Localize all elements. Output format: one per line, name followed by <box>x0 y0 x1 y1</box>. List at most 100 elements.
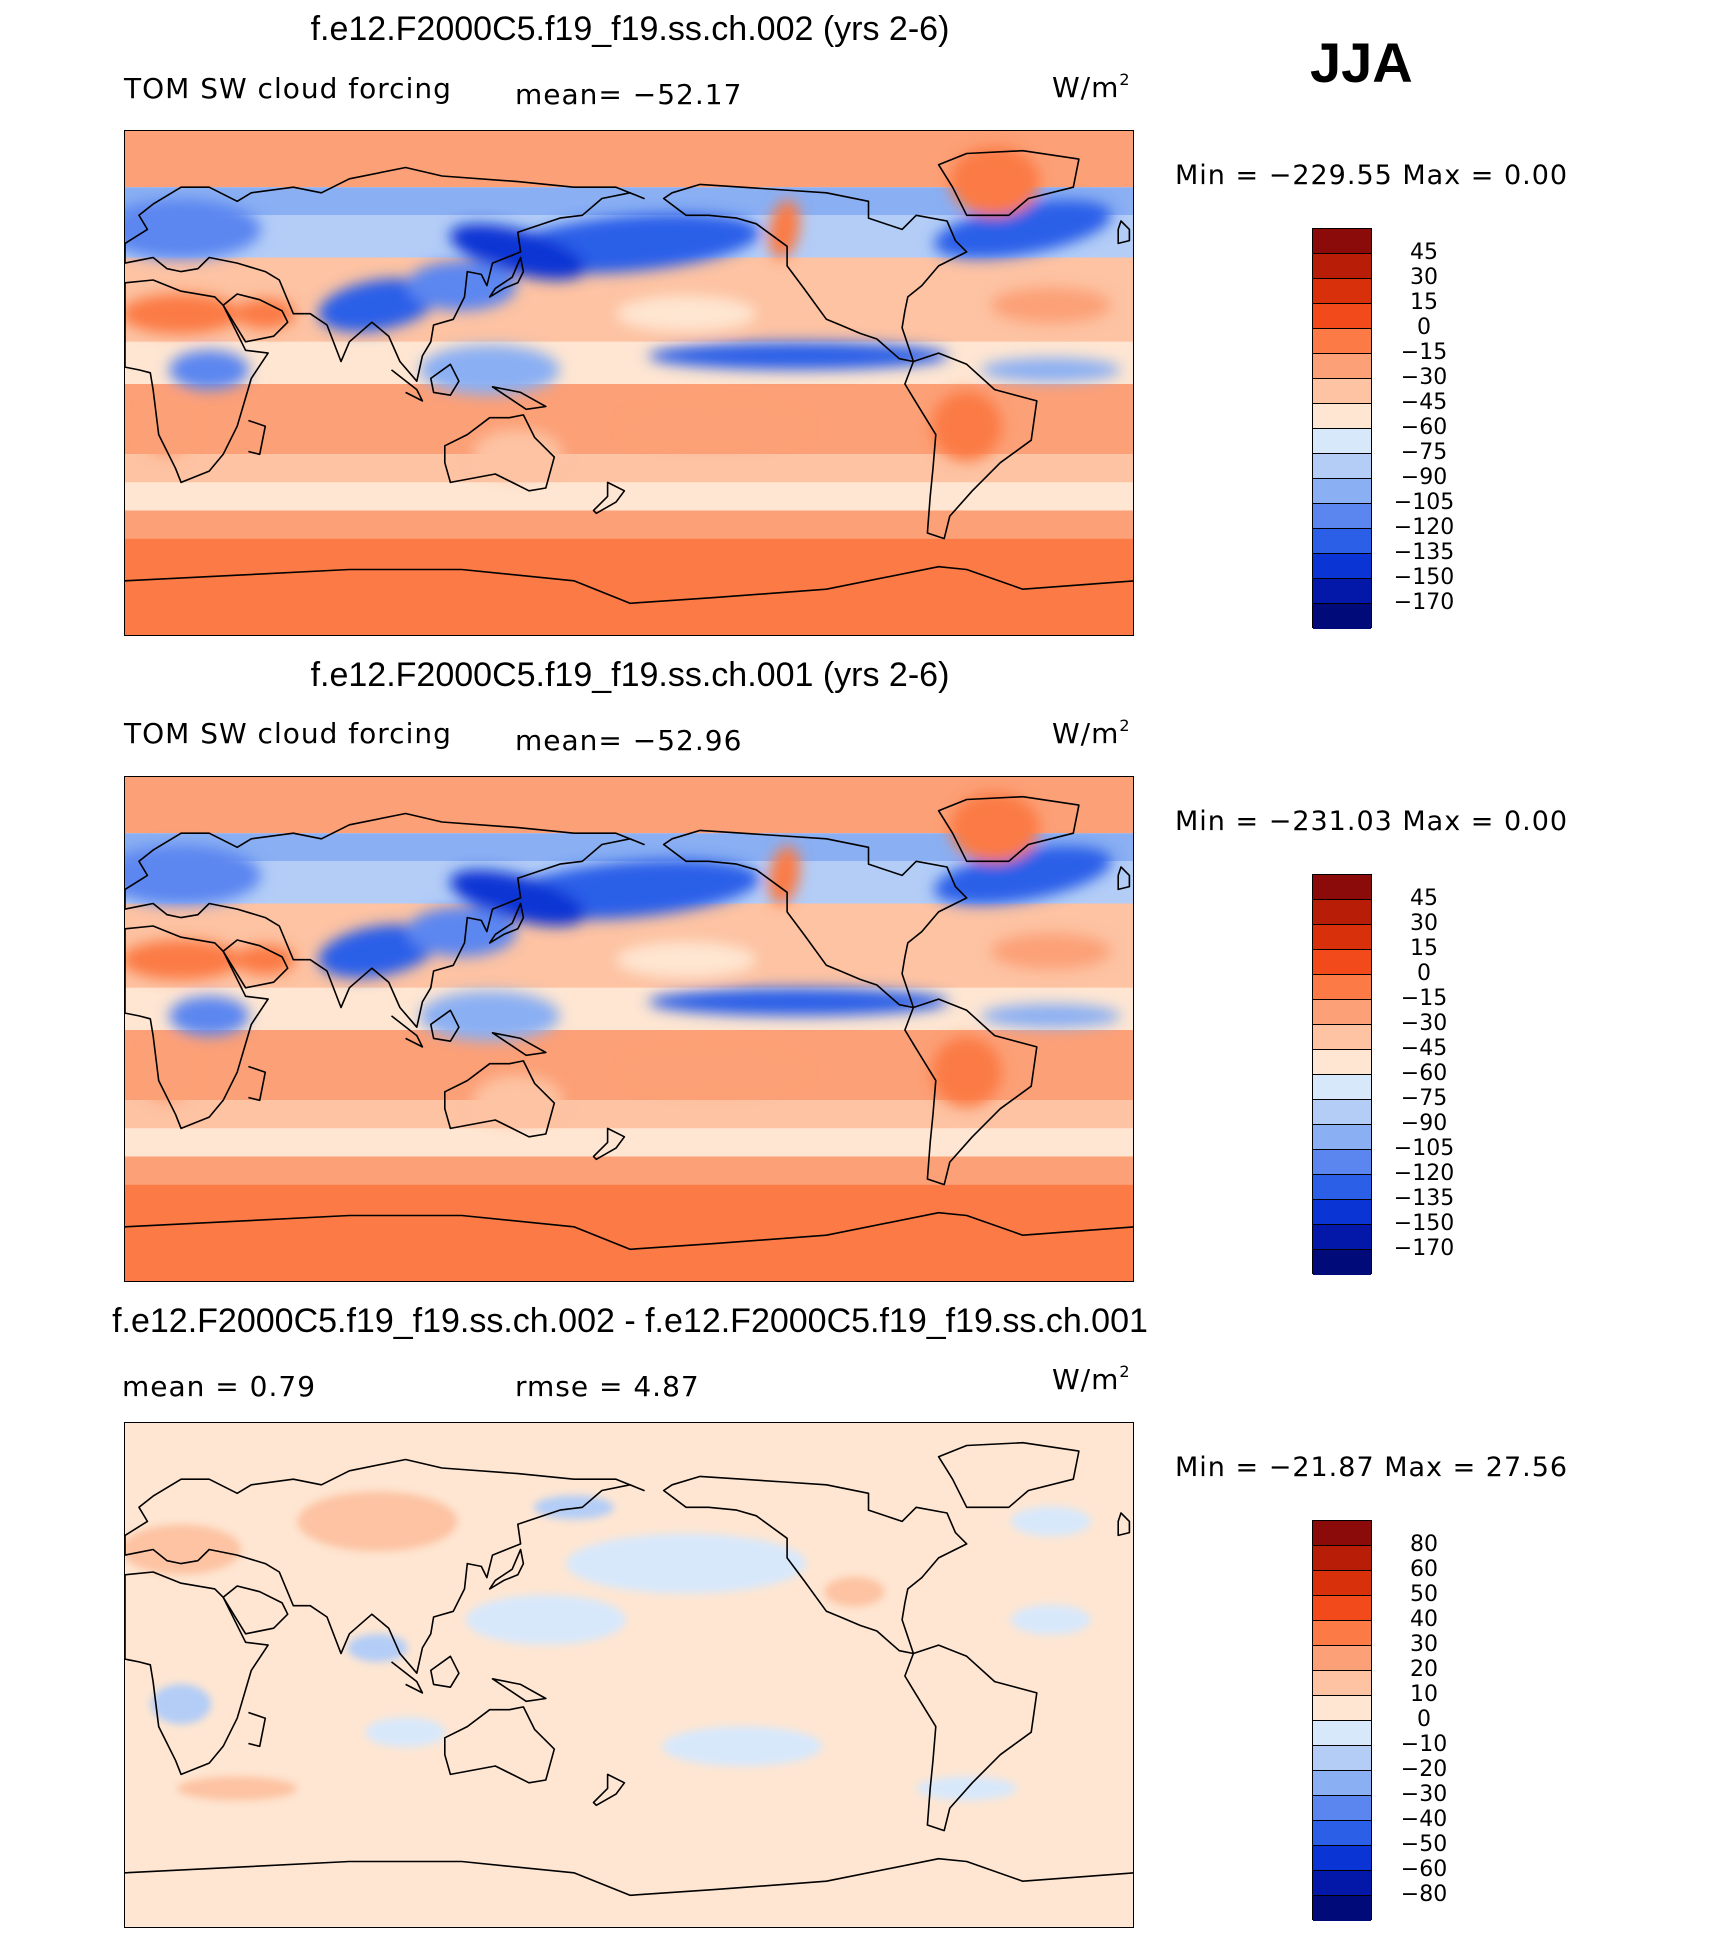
coastline <box>248 1065 267 1102</box>
field-contour <box>980 357 1121 382</box>
colorbar-segment <box>1313 354 1371 379</box>
colorbar-segment <box>1313 975 1371 1000</box>
field-contour <box>125 1524 242 1575</box>
panel-2-units: W/m2 <box>1052 716 1131 750</box>
colorbar-tick-label: 30 <box>1410 1632 1438 1657</box>
field-contour <box>406 906 517 957</box>
field-contour <box>365 1717 446 1748</box>
colorbar-tick-label: −50 <box>1400 1832 1448 1857</box>
coastline <box>391 1661 424 1694</box>
field-contour <box>980 1003 1121 1028</box>
field-contour <box>142 396 193 457</box>
field-contour <box>449 223 586 280</box>
coastline <box>491 386 547 411</box>
field-contour <box>151 1684 212 1725</box>
colorbar-tick-label: −60 <box>1400 415 1448 440</box>
colorbar-tick-label: −135 <box>1393 540 1455 565</box>
colorbar-tick-label: −20 <box>1400 1757 1448 1782</box>
coastline <box>904 1644 1038 1832</box>
colorbar-segment <box>1313 479 1371 504</box>
colorbar-segment <box>1313 1050 1371 1075</box>
field-contour <box>318 278 437 333</box>
colorbar-segment <box>1313 304 1371 329</box>
colorbar-segment <box>1313 1175 1371 1200</box>
colorbar-tick-label: −170 <box>1393 1236 1455 1261</box>
field-contour <box>419 990 560 1041</box>
colorbar-segment <box>1313 1746 1371 1771</box>
coastline <box>222 293 289 343</box>
field-contour <box>1010 1506 1091 1537</box>
field-contour <box>616 941 757 978</box>
colorbar-segment <box>1313 925 1371 950</box>
coastline <box>125 1571 269 1776</box>
coastline <box>662 1475 968 1655</box>
coastline <box>592 481 626 515</box>
colorbar-tick-label: −120 <box>1393 515 1455 540</box>
panel-3-mean: mean = 0.79 <box>122 1370 317 1403</box>
colorbar-segment <box>1313 1150 1371 1175</box>
colorbar-tick-label: 30 <box>1410 911 1438 936</box>
coastline <box>592 1773 626 1807</box>
colorbar-segment <box>1313 1821 1371 1846</box>
coastline <box>488 902 525 944</box>
colorbar-segment <box>1313 1771 1371 1796</box>
field-contour <box>297 1491 458 1552</box>
field-contour <box>949 146 1040 217</box>
colorbar-segment <box>1313 579 1371 604</box>
panel-2-mean: mean= −52.96 <box>515 724 743 757</box>
field-contour <box>125 939 242 980</box>
field-contour <box>824 1576 885 1607</box>
field-contour <box>768 845 800 906</box>
colorbar-segment <box>1313 950 1371 975</box>
colorbar-tick-label: −15 <box>1400 340 1448 365</box>
colorbar-segment <box>1313 1646 1371 1671</box>
colorbar-tick-label: −135 <box>1393 1186 1455 1211</box>
field-band <box>125 1100 1133 1129</box>
coastline <box>662 829 968 1009</box>
colorbar-segment <box>1313 1871 1371 1896</box>
field-contour <box>449 869 586 926</box>
field-contour <box>624 406 805 447</box>
field-band <box>125 1423 1133 1927</box>
coastline <box>222 1585 289 1635</box>
coastline <box>488 256 525 298</box>
coastline <box>592 1127 626 1161</box>
field-contour <box>318 924 437 979</box>
coastline <box>444 414 556 492</box>
panel-3-map <box>124 1422 1134 1928</box>
colorbar-tick-label: −45 <box>1400 1036 1448 1061</box>
field-contour <box>406 260 517 311</box>
field-contour <box>125 199 262 260</box>
colorbar-tick-label: −30 <box>1400 365 1448 390</box>
coastline <box>904 998 1038 1186</box>
panel-1-units: W/m2 <box>1052 70 1131 104</box>
field-contour <box>472 1075 563 1126</box>
coastline <box>248 419 267 456</box>
coastline <box>430 363 460 396</box>
panel-3-minmax: Min = −21.87 Max = 27.56 <box>1175 1452 1569 1483</box>
field-band <box>125 538 1133 635</box>
colorbar-tick-label: −170 <box>1393 590 1455 615</box>
field-contour <box>533 1495 614 1520</box>
panel-2-minmax: Min = −231.03 Max = 0.00 <box>1175 806 1569 837</box>
field-contour <box>624 1052 805 1093</box>
colorbar-segment <box>1313 1546 1371 1571</box>
coastline <box>430 1655 460 1688</box>
colorbar-tick-label: 80 <box>1410 1532 1438 1557</box>
colorbar-segment <box>1313 279 1371 304</box>
field-contour <box>419 344 560 395</box>
field-contour <box>931 1037 1002 1108</box>
colorbar-segment <box>1313 1571 1371 1596</box>
colorbar-segment <box>1313 1596 1371 1621</box>
coastline <box>125 1458 645 1674</box>
coastline <box>937 795 1080 863</box>
field-contour <box>235 298 296 329</box>
colorbar-tick-label: −75 <box>1400 440 1448 465</box>
coastline <box>937 1441 1080 1509</box>
panel-2-title: f.e12.F2000C5.f19_f19.ss.ch.001 (yrs 2-6… <box>310 656 950 694</box>
field-contour <box>235 944 296 975</box>
field-contour <box>648 341 949 370</box>
colorbar-tick-label: −45 <box>1400 390 1448 415</box>
coastline <box>125 565 1133 605</box>
panel-2-colorbar <box>1312 874 1372 1275</box>
